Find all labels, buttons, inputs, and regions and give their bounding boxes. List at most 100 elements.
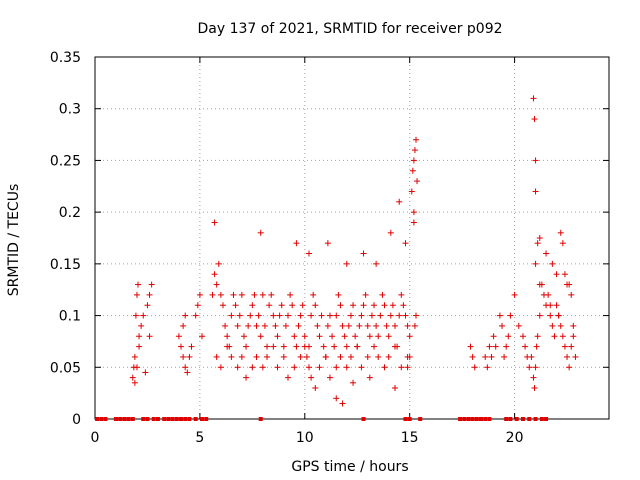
data-point <box>396 198 403 205</box>
data-point <box>245 322 252 329</box>
data-point <box>320 343 327 350</box>
data-point <box>404 322 411 329</box>
data-point <box>316 333 323 340</box>
data-point <box>232 302 239 309</box>
data-point <box>532 157 539 164</box>
zero-value-point <box>166 417 171 421</box>
data-point <box>305 364 312 371</box>
data-point <box>566 364 573 371</box>
data-point <box>347 312 354 319</box>
x-axis-label: GPS time / hours <box>291 459 408 475</box>
data-point <box>532 188 539 195</box>
data-point <box>564 353 571 360</box>
data-point <box>243 374 250 381</box>
data-point <box>341 333 348 340</box>
data-point <box>347 353 354 360</box>
data-point <box>368 312 375 319</box>
data-point <box>377 312 384 319</box>
data-point <box>299 302 306 309</box>
data-point <box>331 343 338 350</box>
data-point <box>492 343 499 350</box>
data-point <box>295 322 302 329</box>
data-point <box>303 353 310 360</box>
data-points <box>95 95 579 421</box>
data-point <box>314 322 321 329</box>
data-point <box>572 353 579 360</box>
data-point <box>385 353 392 360</box>
data-point <box>268 291 275 298</box>
data-point <box>293 343 300 350</box>
data-point <box>289 302 296 309</box>
zero-value-point <box>122 417 127 421</box>
zero-value-point <box>162 417 167 421</box>
data-point <box>132 312 139 319</box>
data-point <box>140 312 147 319</box>
data-point <box>274 333 281 340</box>
zero-value-point <box>544 417 549 421</box>
data-point <box>240 333 247 340</box>
data-point <box>234 364 241 371</box>
data-point <box>318 312 325 319</box>
y-axis-label: SRMTID / TECUs <box>6 184 22 297</box>
zero-value-point <box>151 417 156 421</box>
x-tick-label: 0 <box>91 430 100 446</box>
data-point <box>406 333 413 340</box>
data-point <box>337 302 344 309</box>
data-point <box>528 353 535 360</box>
data-point <box>540 291 547 298</box>
data-point <box>568 343 575 350</box>
data-point <box>146 291 153 298</box>
data-point <box>559 333 566 340</box>
y-tick-label: 0.15 <box>50 257 81 273</box>
data-point <box>343 364 350 371</box>
data-point <box>343 343 350 350</box>
data-point <box>259 291 266 298</box>
data-point <box>412 312 419 319</box>
data-point <box>333 395 340 402</box>
data-point <box>178 343 185 350</box>
data-point <box>312 302 319 309</box>
data-point <box>515 322 522 329</box>
data-point <box>339 322 346 329</box>
y-tick-label: 0 <box>72 412 81 428</box>
y-tick-label: 0.35 <box>50 50 81 66</box>
zero-value-point <box>508 417 513 421</box>
zero-value-point <box>113 417 118 421</box>
data-point <box>272 322 279 329</box>
data-point <box>411 147 418 154</box>
data-point <box>486 343 493 350</box>
data-point <box>274 364 281 371</box>
data-point <box>308 312 315 319</box>
data-point <box>312 384 319 391</box>
x-tick-label: 10 <box>296 430 314 446</box>
zero-value-point <box>145 417 150 421</box>
data-point <box>329 333 336 340</box>
data-point <box>557 229 564 236</box>
zero-value-point <box>103 417 108 421</box>
data-point <box>385 333 392 340</box>
data-point <box>387 229 394 236</box>
data-point <box>352 333 359 340</box>
data-point <box>559 240 566 247</box>
zero-value-point <box>504 417 509 421</box>
data-point <box>234 322 241 329</box>
zero-value-point <box>118 417 123 421</box>
data-point <box>366 374 373 381</box>
data-point <box>381 364 388 371</box>
data-point <box>400 302 407 309</box>
data-point <box>364 353 371 360</box>
data-point <box>570 322 577 329</box>
zero-value-point <box>95 417 100 421</box>
data-point <box>285 312 292 319</box>
data-point <box>278 302 285 309</box>
data-point <box>501 353 508 360</box>
data-point <box>350 379 357 386</box>
data-point <box>209 291 216 298</box>
data-point <box>192 312 199 319</box>
data-point <box>184 369 191 376</box>
data-point <box>131 353 138 360</box>
data-point <box>180 353 187 360</box>
data-point <box>530 95 537 102</box>
data-point <box>196 291 203 298</box>
data-point <box>402 240 409 247</box>
